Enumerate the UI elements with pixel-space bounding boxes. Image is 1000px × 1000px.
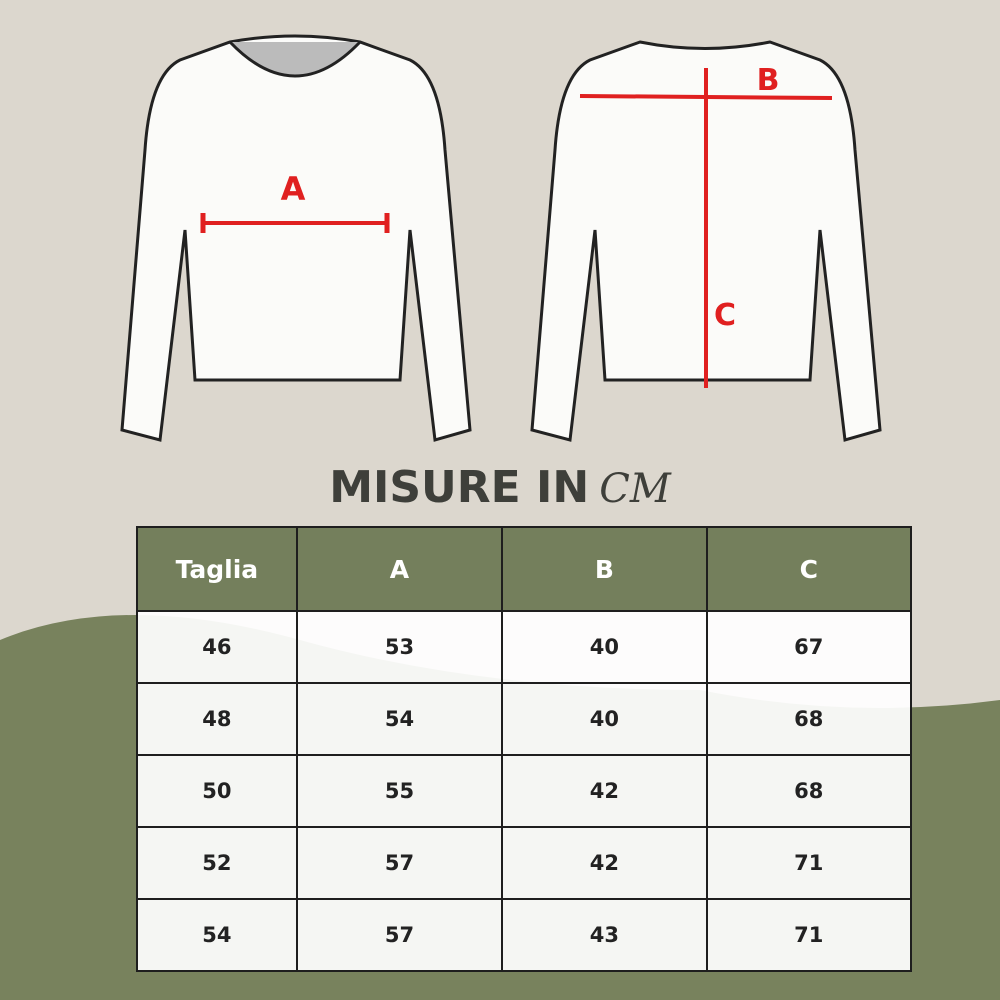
- label-c: C: [714, 298, 736, 333]
- header-a: A: [295, 526, 504, 612]
- size-table: Taglia A B C 46 53 40 67 48 54 40 68 50 55 42 68 …: [136, 526, 913, 972]
- cell-c: 71: [705, 898, 913, 972]
- cell-size: 48: [136, 682, 298, 756]
- cell-a: 53: [295, 610, 504, 684]
- cell-c: 67: [705, 610, 913, 684]
- table-row: 46 53 40 67: [136, 610, 913, 684]
- title-main: MISURE IN: [329, 462, 590, 513]
- cell-size: 50: [136, 754, 298, 828]
- shirt-back-illustration: B C: [530, 40, 882, 442]
- label-a: A: [281, 170, 306, 208]
- header-b: B: [501, 526, 708, 612]
- header-c: C: [705, 526, 913, 612]
- title-unit: CM: [599, 466, 671, 512]
- cell-c: 71: [705, 826, 913, 900]
- table-header-row: Taglia A B C: [136, 526, 913, 612]
- table-row: 54 57 43 71: [136, 898, 913, 972]
- cell-b: 40: [501, 682, 708, 756]
- shirt-front-illustration: A: [120, 34, 472, 442]
- cell-b: 42: [501, 826, 708, 900]
- cell-a: 57: [295, 898, 504, 972]
- cell-size: 54: [136, 898, 298, 972]
- table-row: 50 55 42 68: [136, 754, 913, 828]
- cell-size: 46: [136, 610, 298, 684]
- table-row: 48 54 40 68: [136, 682, 913, 756]
- label-b: B: [757, 63, 780, 98]
- table-row: 52 57 42 71: [136, 826, 913, 900]
- cell-c: 68: [705, 754, 913, 828]
- cell-c: 68: [705, 682, 913, 756]
- size-chart-title: MISURE IN CM: [0, 462, 1000, 513]
- cell-a: 54: [295, 682, 504, 756]
- cell-size: 52: [136, 826, 298, 900]
- cell-b: 43: [501, 898, 708, 972]
- cell-b: 42: [501, 754, 708, 828]
- cell-a: 57: [295, 826, 504, 900]
- cell-a: 55: [295, 754, 504, 828]
- header-taglia: Taglia: [136, 526, 298, 612]
- cell-b: 40: [501, 610, 708, 684]
